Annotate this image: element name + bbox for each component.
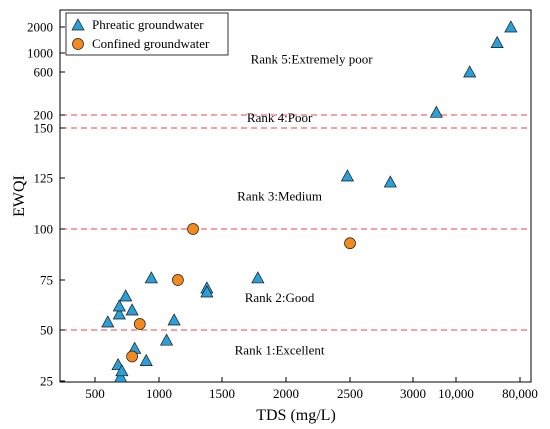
y-axis-title: EWQI: [11, 175, 28, 217]
x-axis-title: TDS (mg/L): [256, 407, 336, 424]
y-tick-label-150: 150: [34, 121, 54, 136]
phreatic-point-20: [490, 35, 504, 48]
zone-label-1: Rank 1:Excellent: [235, 342, 325, 357]
phreatic-point-2: [112, 307, 126, 320]
x-tick-label-1500: 1500: [209, 386, 235, 401]
y-tick-label-100: 100: [34, 222, 54, 237]
phreatic-point-0: [101, 315, 115, 328]
zone-label-4: Rank 4:Poor: [247, 110, 313, 125]
zone-label-5: Rank 5:Extremely poor: [251, 51, 374, 66]
phreatic-point-17: [383, 175, 397, 188]
y-tick-label-200: 200: [34, 108, 54, 123]
phreatic-point-18: [429, 105, 443, 118]
zone-labels: Rank 1:Excellent Rank 2:Good Rank 3:Medium…: [235, 51, 374, 357]
y-tick-label-50: 50: [40, 323, 53, 338]
confined-point-2: [172, 274, 184, 286]
x-tick-label-2000: 2000: [273, 386, 299, 401]
legend-marker-confined: [72, 38, 84, 50]
phreatic-point-15: [251, 271, 265, 284]
phreatic-point-4: [114, 370, 128, 383]
legend-marker-phreatic: [71, 18, 85, 31]
confined-point-1: [133, 318, 146, 330]
confined-point-4: [344, 237, 356, 250]
y-tick-label-600: 600: [34, 65, 54, 80]
phreatic-point-21: [504, 20, 518, 33]
x-tick-label-80000: 80,000: [502, 386, 538, 401]
phreatic-point-9: [139, 353, 153, 366]
phreatic-point-10: [144, 271, 158, 284]
plot-frame: [59, 9, 532, 383]
data-points: [101, 20, 518, 383]
zone-label-3: Rank 3:Medium: [237, 188, 322, 203]
phreatic-point-11: [159, 333, 174, 346]
phreatic-point-5: [115, 364, 129, 377]
phreatic-point-6: [119, 289, 133, 302]
x-tick-label-1000: 1000: [146, 386, 172, 401]
zone-label-2: Rank 2:Good: [245, 290, 315, 305]
phreatic-point-3: [112, 299, 126, 312]
confined-point-3: [187, 223, 199, 235]
x-tick-label-10000: 10,000: [438, 386, 474, 401]
phreatic-point-16: [340, 169, 355, 182]
y-tick-label-25: 25: [40, 374, 53, 389]
phreatic-point-12: [167, 313, 181, 326]
legend-box: [65, 12, 229, 56]
y-tick-label-1000: 1000: [27, 46, 53, 61]
threshold-lines: [61, 114, 530, 331]
phreatic-point-7: [125, 303, 139, 316]
confined-point-0: [126, 350, 138, 363]
phreatic-point-19: [463, 65, 477, 78]
x-tick-label-500: 500: [85, 386, 105, 401]
y-tick-label-75: 75: [40, 273, 53, 288]
legend-label-phreatic: Phreatic groundwater: [92, 17, 204, 32]
legend-label-confined: Confined groundwater: [92, 36, 210, 51]
y-tick-label-125: 125: [34, 171, 54, 186]
x-tick-label-2500: 2500: [337, 386, 363, 401]
x-tick-label-3000: 3000: [400, 386, 426, 401]
y-tick-label-2000: 2000: [27, 20, 53, 35]
phreatic-point-14: [200, 285, 214, 298]
legend: Phreatic groundwater Confined groundwate…: [65, 12, 229, 56]
axis-ticks: 500 1000 1500 2000 2500 3000 10,000 80,000 25 50 7…: [27, 20, 538, 402]
